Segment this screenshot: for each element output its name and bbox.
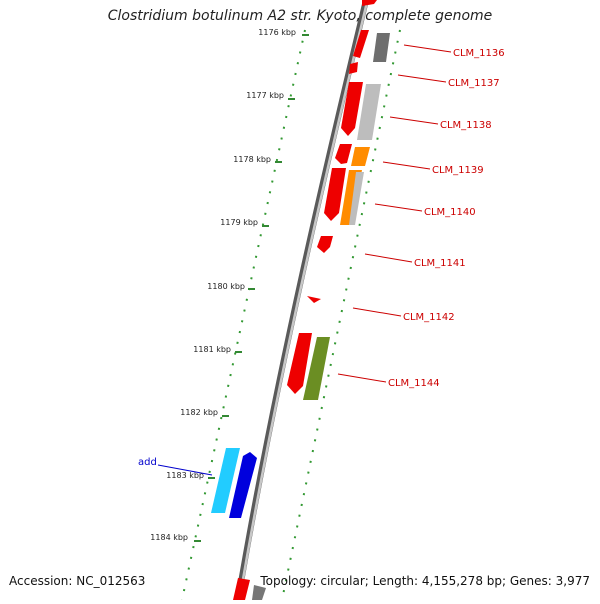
gene-arrow [229, 452, 257, 518]
gene-label: CLM_1140 [424, 207, 476, 218]
gene-arrow [317, 236, 333, 253]
gene-label: CLM_1136 [453, 48, 505, 59]
label-leader [374, 203, 423, 212]
genome-title: Clostridium botulinum A2 str. Kyoto, com… [107, 8, 493, 24]
gene-labels: CLM_1136 CLM_1137 CLM_1138 CLM_1139 CLM_… [138, 48, 505, 468]
feature-label: add [138, 457, 157, 468]
label-leader [397, 74, 447, 83]
inner-dotted-guide [281, 29, 401, 601]
scale-label: 1178 kbp [233, 155, 271, 164]
outer-dotted-guide [181, 29, 306, 601]
gene-arrow [335, 144, 352, 164]
label-leader [364, 253, 413, 263]
gene-label: CLM_1139 [432, 165, 484, 176]
gene-label: CLM_1142 [403, 312, 455, 323]
scale-label: 1177 kbp [246, 91, 284, 100]
label-leader [157, 464, 213, 476]
gene-arrow [351, 147, 370, 166]
scale-label: 1176 kbp [258, 28, 296, 37]
gene-arrow [349, 62, 358, 74]
scale-label: 1182 kbp [180, 408, 218, 417]
gene-label: CLM_1144 [388, 378, 440, 389]
gene-arrow [287, 333, 312, 394]
accession-text: Accession: NC_012563 [9, 574, 146, 588]
gene-arrow [307, 296, 321, 303]
scale-label: 1179 kbp [220, 218, 258, 227]
label-leader [337, 373, 387, 383]
label-leader [389, 116, 439, 125]
gene-arrow [353, 30, 369, 58]
gene-arrow [324, 168, 346, 221]
scale-label: 1184 kbp [150, 533, 188, 542]
scale-label: 1183 kbp [166, 471, 204, 480]
scale-label: 1180 kbp [207, 282, 245, 291]
gene-features [211, 0, 390, 600]
label-leader [382, 161, 431, 170]
label-leaders [157, 44, 452, 476]
gene-arrow [233, 578, 250, 600]
scale-guides [181, 29, 401, 601]
gene-arrow [349, 172, 364, 225]
gene-arrow [211, 448, 240, 513]
scale-ticks: 1176 kbp 1177 kbp 1178 kbp 1179 kbp 1180… [150, 28, 309, 542]
gene-arrow [303, 337, 330, 400]
gene-label: CLM_1137 [448, 78, 500, 89]
scale-label: 1181 kbp [193, 345, 231, 354]
gene-arrow [357, 84, 381, 140]
label-leader [403, 44, 452, 53]
gene-arrow [341, 82, 363, 136]
gene-arrow [373, 33, 390, 62]
label-leader [352, 307, 402, 317]
gene-arrow [252, 585, 266, 600]
genome-summary-text: Topology: circular; Length: 4,155,278 bp… [260, 574, 590, 588]
gene-arrow [362, 0, 377, 6]
gene-label: CLM_1141 [414, 258, 466, 269]
gene-label: CLM_1138 [440, 120, 492, 131]
